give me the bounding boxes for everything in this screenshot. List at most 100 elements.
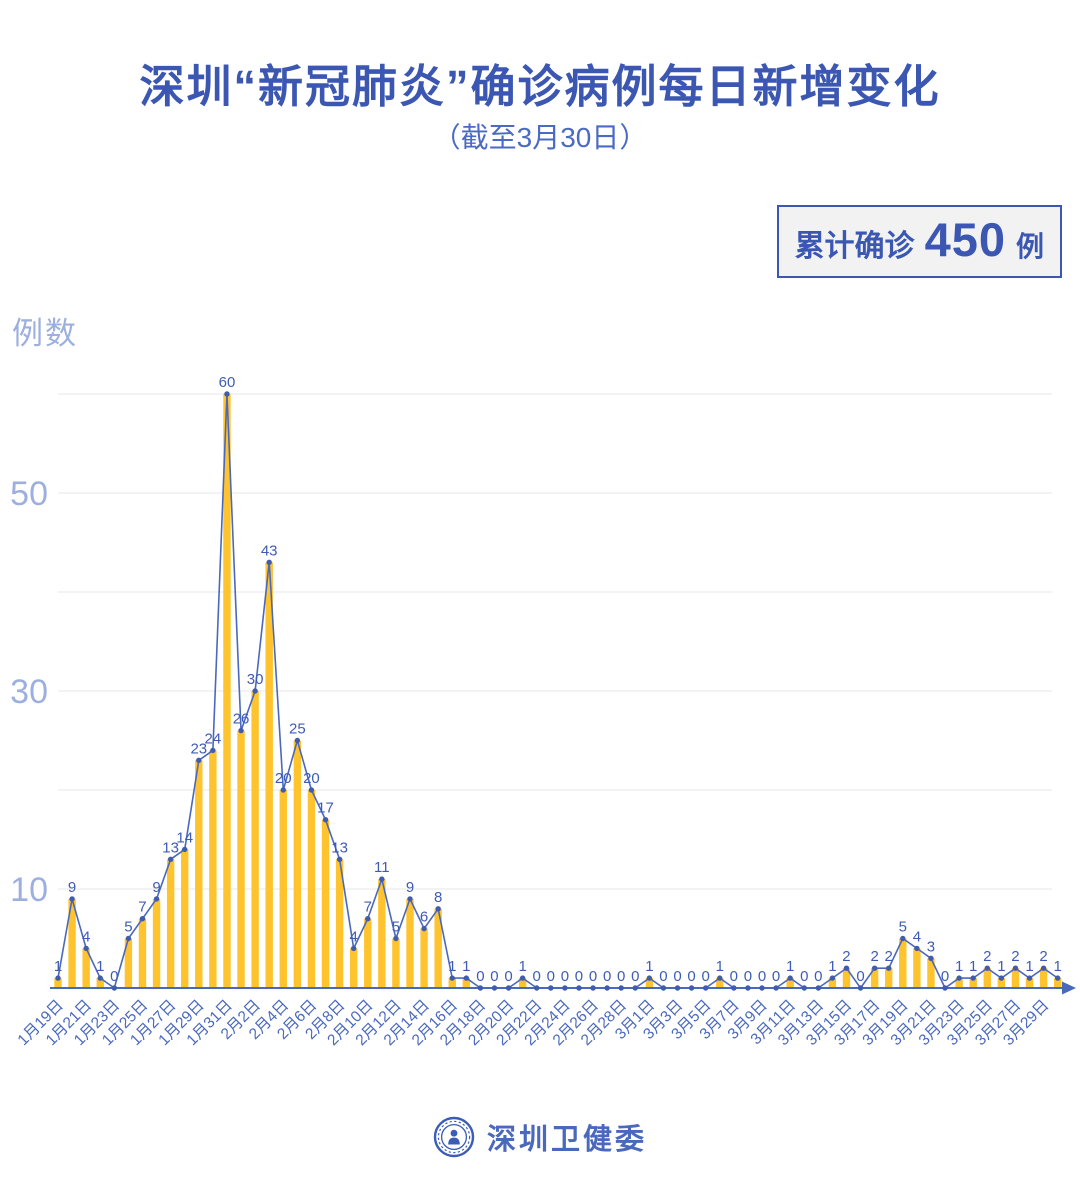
value-label: 7 bbox=[364, 899, 372, 916]
bar bbox=[237, 730, 245, 988]
bar bbox=[364, 918, 372, 988]
value-label: 4 bbox=[913, 928, 921, 945]
value-label: 60 bbox=[219, 374, 236, 391]
value-label: 11 bbox=[374, 859, 390, 876]
value-label: 30 bbox=[247, 671, 264, 688]
bar bbox=[420, 928, 428, 988]
value-label: 0 bbox=[744, 968, 752, 985]
bar bbox=[1011, 968, 1020, 988]
data-point bbox=[886, 965, 892, 971]
value-label: 5 bbox=[124, 919, 132, 936]
page-subtitle: （截至3月30日） bbox=[432, 122, 648, 153]
value-label: 0 bbox=[941, 968, 949, 985]
data-point bbox=[928, 955, 934, 961]
bar bbox=[265, 562, 273, 988]
badge-count: 450 bbox=[924, 213, 1006, 266]
bar bbox=[1053, 978, 1062, 988]
value-label: 2 bbox=[1011, 948, 1019, 965]
cumulative-total-badge: 累计确诊 450 例 bbox=[776, 205, 1062, 278]
bar bbox=[251, 691, 259, 988]
bar bbox=[378, 879, 386, 988]
value-label: 13 bbox=[162, 839, 179, 856]
value-label: 14 bbox=[176, 829, 193, 846]
data-point bbox=[984, 965, 990, 971]
data-point bbox=[336, 856, 343, 862]
value-label: 26 bbox=[233, 711, 250, 728]
shenzhen-health-commission-logo bbox=[433, 1116, 475, 1158]
data-point bbox=[1040, 965, 1047, 971]
y-tick-label: 10 bbox=[10, 871, 48, 909]
bar bbox=[997, 978, 1006, 988]
data-point bbox=[139, 916, 146, 922]
bar bbox=[293, 740, 302, 988]
value-label: 17 bbox=[317, 800, 334, 817]
data-point bbox=[111, 985, 118, 991]
data-point bbox=[97, 975, 103, 981]
value-label: 1 bbox=[96, 958, 104, 975]
data-point bbox=[252, 688, 258, 694]
value-label: 0 bbox=[687, 968, 695, 985]
data-point bbox=[688, 985, 695, 991]
value-label: 1 bbox=[645, 958, 653, 975]
data-point bbox=[801, 985, 807, 991]
data-point bbox=[210, 747, 216, 754]
x-axis-arrow-icon bbox=[1062, 981, 1076, 995]
data-point bbox=[83, 945, 89, 952]
value-label: 1 bbox=[828, 958, 836, 975]
y-tick-label: 30 bbox=[10, 673, 48, 711]
data-point bbox=[871, 965, 878, 971]
data-point bbox=[717, 975, 723, 981]
data-point bbox=[759, 985, 765, 991]
bar bbox=[124, 938, 133, 988]
data-point bbox=[970, 975, 976, 981]
value-label: 6 bbox=[420, 909, 428, 926]
brand-name: 深圳卫健委 bbox=[486, 1124, 647, 1156]
value-label: 0 bbox=[730, 968, 738, 985]
value-label: 0 bbox=[702, 968, 710, 985]
y-axis-title: 例数 bbox=[12, 316, 78, 351]
bar bbox=[166, 859, 175, 988]
value-label: 13 bbox=[331, 839, 348, 856]
value-label: 23 bbox=[190, 740, 207, 757]
value-label: 5 bbox=[392, 919, 400, 936]
data-point bbox=[731, 985, 737, 991]
value-label: 7 bbox=[138, 899, 146, 916]
data-point bbox=[998, 975, 1005, 981]
data-point bbox=[477, 985, 484, 991]
value-label: 0 bbox=[659, 968, 667, 985]
bar bbox=[434, 908, 442, 988]
data-point bbox=[900, 935, 906, 942]
bar bbox=[885, 968, 893, 988]
data-point bbox=[407, 896, 413, 902]
value-label: 43 bbox=[261, 542, 278, 559]
value-label: 0 bbox=[561, 968, 569, 985]
value-label: 1 bbox=[1025, 958, 1033, 975]
value-label: 0 bbox=[814, 968, 822, 985]
value-label: 0 bbox=[673, 968, 681, 985]
value-label: 1 bbox=[716, 958, 724, 975]
value-label: 1 bbox=[54, 958, 62, 975]
bar bbox=[1039, 968, 1048, 988]
data-point bbox=[182, 846, 188, 853]
value-label: 1 bbox=[997, 958, 1005, 975]
data-point bbox=[167, 856, 174, 862]
bar bbox=[518, 978, 527, 988]
data-point bbox=[1012, 965, 1019, 971]
value-label: 8 bbox=[434, 889, 442, 906]
bar bbox=[1025, 978, 1034, 988]
bar bbox=[54, 978, 62, 988]
value-label: 5 bbox=[899, 919, 907, 936]
value-label: 1 bbox=[462, 958, 470, 975]
data-point bbox=[224, 391, 230, 397]
value-label: 2 bbox=[983, 948, 991, 965]
data-point bbox=[505, 985, 512, 991]
data-point bbox=[449, 975, 455, 981]
data-point bbox=[55, 975, 61, 981]
bar bbox=[321, 819, 330, 988]
bar bbox=[716, 978, 724, 988]
value-label: 4 bbox=[350, 928, 358, 945]
data-point bbox=[280, 787, 286, 793]
data-point bbox=[421, 925, 427, 932]
y-tick-label: 50 bbox=[10, 475, 48, 513]
